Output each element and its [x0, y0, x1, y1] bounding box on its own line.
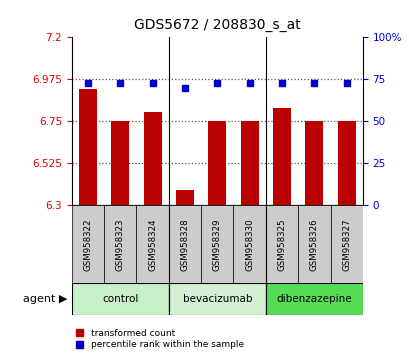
Title: GDS5672 / 208830_s_at: GDS5672 / 208830_s_at: [134, 18, 300, 32]
Bar: [136, 205, 169, 283]
Text: GSM958323: GSM958323: [115, 218, 124, 270]
Bar: [169, 283, 265, 315]
Bar: [240, 121, 258, 205]
Bar: [208, 121, 226, 205]
Bar: [72, 205, 104, 283]
Text: bevacizumab: bevacizumab: [182, 294, 252, 304]
Bar: [111, 121, 129, 205]
Bar: [104, 205, 136, 283]
Bar: [233, 205, 265, 283]
Bar: [272, 108, 290, 205]
Bar: [201, 205, 233, 283]
Bar: [169, 205, 201, 283]
Bar: [330, 205, 362, 283]
Bar: [265, 205, 297, 283]
Text: dibenzazepine: dibenzazepine: [276, 294, 351, 304]
Text: GSM958330: GSM958330: [245, 218, 254, 270]
Text: GSM958325: GSM958325: [277, 218, 286, 270]
Text: GSM958329: GSM958329: [212, 218, 221, 270]
Text: GSM958328: GSM958328: [180, 218, 189, 270]
Bar: [79, 90, 97, 205]
Legend: transformed count, percentile rank within the sample: transformed count, percentile rank withi…: [76, 329, 243, 349]
Text: GSM958322: GSM958322: [83, 218, 92, 270]
Bar: [305, 121, 322, 205]
Bar: [72, 283, 169, 315]
Bar: [265, 283, 362, 315]
Text: GSM958324: GSM958324: [148, 218, 157, 270]
Text: control: control: [102, 294, 138, 304]
Text: agent ▶: agent ▶: [23, 294, 67, 304]
Text: GSM958326: GSM958326: [309, 218, 318, 270]
Bar: [337, 121, 355, 205]
Text: GSM958327: GSM958327: [342, 218, 351, 270]
Bar: [297, 205, 330, 283]
Bar: [175, 190, 193, 205]
Bar: [144, 112, 161, 205]
